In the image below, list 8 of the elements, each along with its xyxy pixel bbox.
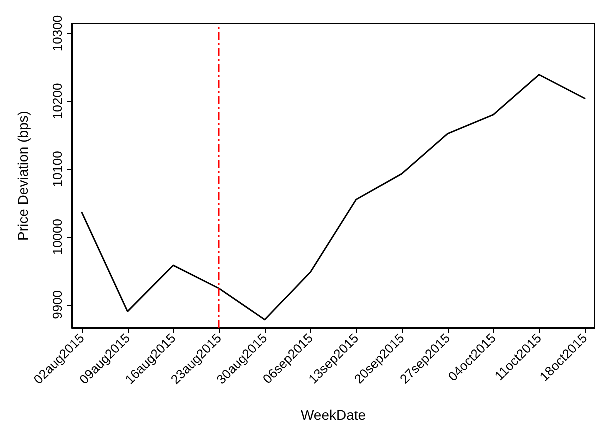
y-tick-label: 10200 [50,83,65,120]
line-series [81,74,586,321]
x-axis-title: WeekDate [300,407,366,423]
y-tick-label: 10100 [50,151,65,188]
y-tick-label: 9900 [50,290,65,320]
y-tick-label: 10300 [50,15,65,52]
y-tick-label: 10000 [50,218,65,256]
y-axis-title: Price Deviation (bps) [15,111,31,241]
